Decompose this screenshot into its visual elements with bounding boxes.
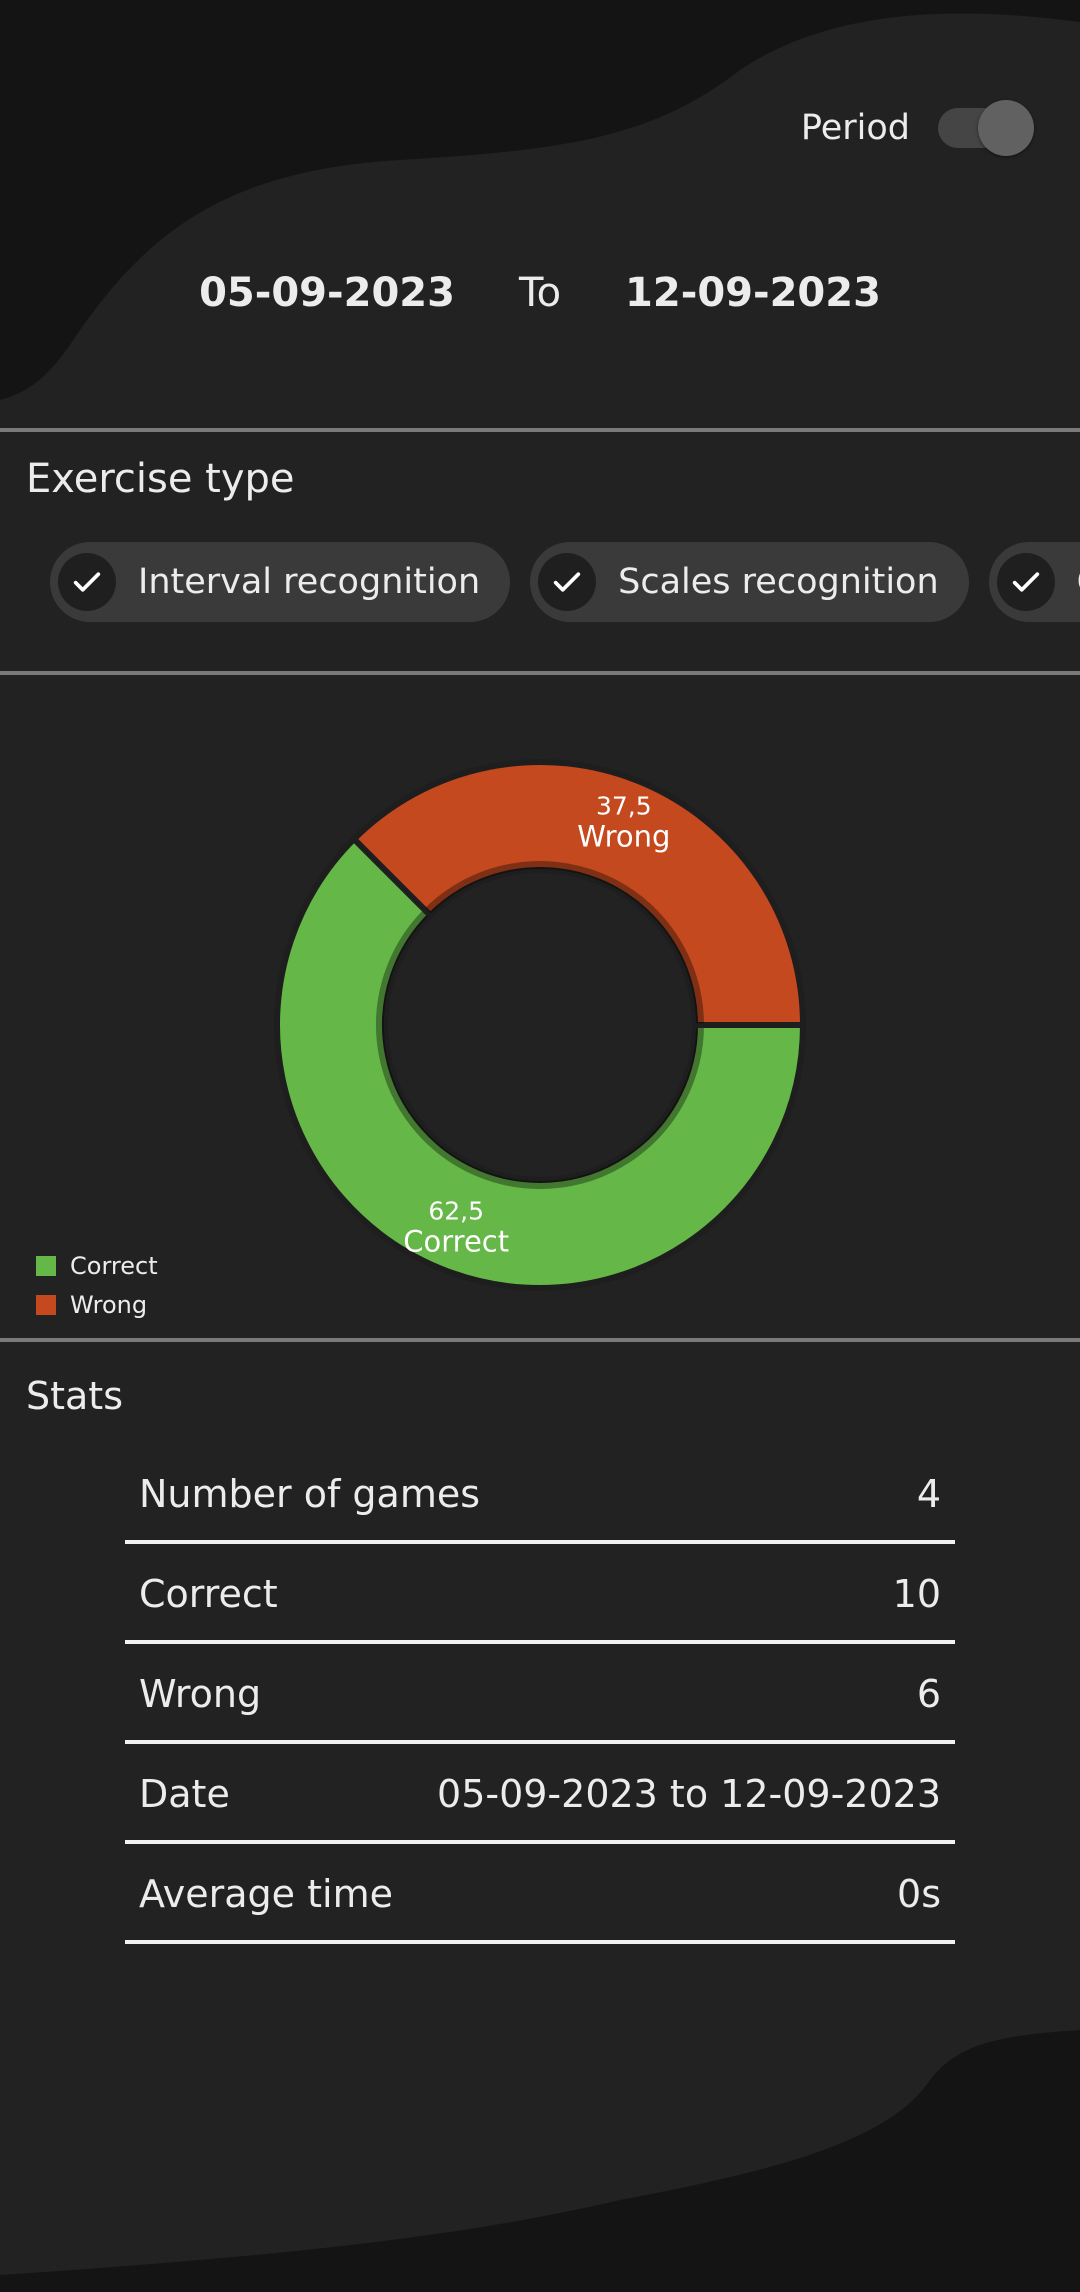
stat-label: Average time	[139, 1872, 393, 1916]
stat-value: 10	[892, 1572, 941, 1616]
slice-inner-shade	[376, 910, 704, 1189]
chart-legend: Correct Wrong	[36, 1246, 158, 1324]
legend-item-correct[interactable]: Correct	[36, 1246, 158, 1285]
exercise-type-chips: Interval recognition Scales recognition …	[50, 542, 1080, 622]
exercise-type-title: Exercise type	[26, 456, 295, 502]
stat-row-date: Date 05-09-2023 to 12-09-2023	[125, 1748, 955, 1844]
chip-label: Interval recognition	[138, 562, 481, 602]
date-range: 05-09-2023 To 12-09-2023	[0, 270, 1080, 316]
divider	[0, 671, 1080, 675]
legend-label: Wrong	[70, 1290, 148, 1319]
divider	[0, 1338, 1080, 1342]
stat-value: 4	[916, 1472, 941, 1516]
stat-value: 05-09-2023 to 12-09-2023	[437, 1772, 941, 1816]
legend-item-wrong[interactable]: Wrong	[36, 1285, 158, 1324]
chip-chords-recognition[interactable]: Ch	[988, 542, 1080, 622]
slice-correct[interactable]	[274, 834, 807, 1291]
legend-swatch-wrong	[36, 1294, 56, 1315]
stat-row-correct: Correct 10	[125, 1548, 955, 1644]
stat-label: Number of games	[139, 1472, 481, 1516]
legend-label: Correct	[70, 1251, 158, 1280]
slice-wrong[interactable]	[349, 759, 807, 1028]
check-icon	[996, 553, 1055, 611]
chip-interval-recognition[interactable]: Interval recognition	[50, 542, 511, 622]
period-toggle-knob[interactable]	[978, 100, 1034, 156]
slice-name-label: Correct	[403, 1224, 509, 1258]
divider	[0, 428, 1080, 432]
stat-label: Wrong	[139, 1672, 262, 1716]
check-icon	[538, 553, 597, 611]
date-from[interactable]: 05-09-2023	[199, 270, 455, 316]
stat-value: 6	[916, 1672, 941, 1716]
stats-table: Number of games 4 Correct 10 Wrong 6 Dat…	[125, 1448, 955, 1948]
legend-swatch-correct	[36, 1255, 56, 1276]
date-to[interactable]: 12-09-2023	[625, 270, 881, 316]
chip-label: Scales recognition	[618, 562, 939, 602]
stat-value: 0s	[897, 1872, 941, 1916]
chip-scales-recognition[interactable]: Scales recognition	[530, 542, 969, 622]
stats-title: Stats	[26, 1374, 124, 1418]
stat-row-number-of-games: Number of games 4	[125, 1448, 955, 1544]
check-icon	[58, 553, 116, 611]
slice-name-label: Wrong	[577, 820, 670, 854]
stat-label: Correct	[139, 1572, 278, 1616]
slice-inner-shade	[425, 861, 704, 1024]
stat-label: Date	[139, 1772, 230, 1816]
stat-row-average-time: Average time 0s	[125, 1848, 955, 1944]
period-control: Period	[800, 100, 1034, 156]
slice-value-label: 62,5	[428, 1196, 484, 1225]
chip-label: Ch	[1077, 562, 1080, 602]
period-label: Period	[800, 108, 910, 148]
to-label: To	[518, 270, 562, 316]
slice-value-label: 37,5	[596, 792, 652, 821]
stat-row-wrong: Wrong 6	[125, 1648, 955, 1744]
period-toggle[interactable]	[938, 100, 1034, 156]
